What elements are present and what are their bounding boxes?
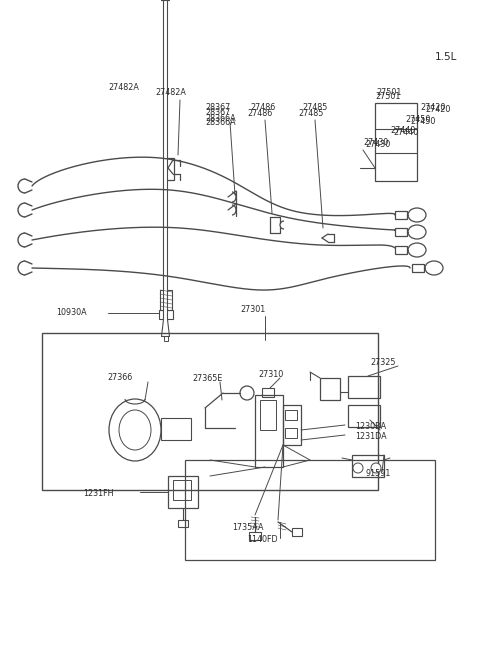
Text: 27430: 27430 [365, 140, 390, 149]
Bar [260, 400, 276, 430]
Circle shape [353, 463, 363, 473]
Text: 27440: 27440 [390, 126, 415, 135]
Bar [249, 532, 261, 540]
Text: 28367: 28367 [205, 108, 230, 117]
Text: 27365E: 27365E [192, 374, 222, 383]
Text: 27310: 27310 [258, 370, 283, 379]
Circle shape [371, 463, 381, 473]
Bar [164, 336, 168, 341]
Bar [320, 378, 340, 400]
Bar [348, 405, 380, 427]
Bar [348, 376, 380, 398]
Text: 27301: 27301 [240, 305, 265, 314]
Text: 27482A: 27482A [155, 88, 186, 97]
Text: 27366: 27366 [107, 373, 132, 382]
Text: 1735AA: 1735AA [232, 523, 264, 532]
Text: 27501: 27501 [376, 88, 401, 97]
Ellipse shape [109, 399, 161, 461]
Text: 27420: 27420 [425, 105, 450, 114]
Text: 27486: 27486 [250, 103, 275, 112]
Text: 27450: 27450 [410, 117, 435, 126]
Bar [185, 460, 435, 560]
Bar [168, 476, 198, 508]
Text: 27485: 27485 [298, 109, 324, 118]
Ellipse shape [119, 410, 151, 450]
Text: 1140FD: 1140FD [247, 535, 277, 544]
Ellipse shape [408, 208, 426, 222]
Text: 27486: 27486 [247, 109, 272, 118]
Text: 27501: 27501 [375, 92, 400, 101]
Bar [166, 158, 174, 180]
Bar [173, 480, 191, 500]
Text: 27420: 27420 [420, 103, 445, 112]
Bar [285, 428, 297, 438]
Text: 28366A: 28366A [205, 114, 236, 123]
Text: 27482A: 27482A [108, 83, 139, 92]
Bar [395, 211, 407, 219]
Bar [283, 405, 301, 445]
Bar [285, 410, 297, 420]
Bar [412, 264, 424, 272]
Bar [161, 418, 191, 440]
Bar [262, 388, 274, 397]
Text: 10930A: 10930A [56, 308, 86, 317]
Text: 28367: 28367 [205, 103, 230, 112]
Text: 27430: 27430 [363, 138, 388, 147]
Text: 1231FH: 1231FH [83, 489, 113, 498]
Ellipse shape [408, 225, 426, 239]
Text: 27325: 27325 [370, 358, 396, 367]
Text: 1230BA: 1230BA [355, 422, 386, 431]
Text: 91591: 91591 [365, 469, 390, 478]
Bar [160, 290, 172, 310]
Bar [178, 520, 188, 527]
Text: 27450: 27450 [405, 115, 431, 124]
Text: 1231DA: 1231DA [355, 432, 386, 441]
Text: 1.5L: 1.5L [435, 52, 457, 62]
Bar [292, 528, 302, 536]
Text: 27440: 27440 [393, 128, 418, 137]
Bar [255, 395, 283, 467]
Ellipse shape [408, 243, 426, 257]
Text: 28366A: 28366A [205, 118, 236, 127]
Bar [352, 455, 384, 477]
Bar [395, 246, 407, 254]
Bar [159, 310, 173, 319]
Text: 27485: 27485 [302, 103, 327, 112]
Ellipse shape [425, 261, 443, 275]
Bar [395, 228, 407, 236]
Circle shape [240, 386, 254, 400]
Bar [375, 103, 417, 181]
Bar [42, 333, 378, 490]
